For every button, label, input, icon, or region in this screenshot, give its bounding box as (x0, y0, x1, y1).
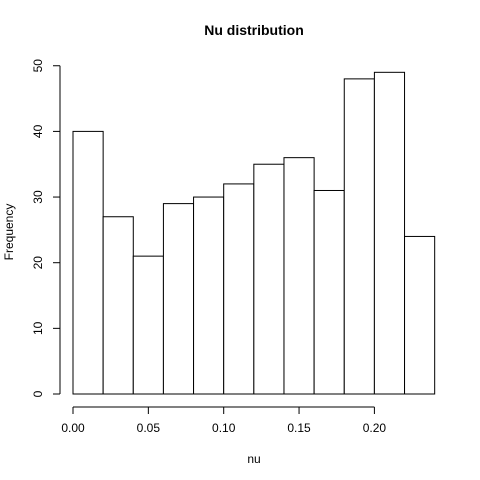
x-tick-label: 0.15 (287, 421, 311, 435)
x-tick-label: 0.00 (61, 421, 85, 435)
chart-title: Nu distribution (204, 22, 304, 38)
x-axis-label: nu (247, 452, 260, 466)
x-tick-label: 0.20 (363, 421, 387, 435)
y-axis: 0 10 20 30 40 50 (31, 59, 61, 397)
histogram-bar (343, 78, 375, 395)
histogram-bar (313, 189, 345, 395)
y-tick-label: 20 (31, 256, 45, 270)
y-tick-label: 30 (31, 190, 45, 204)
y-tick-label: 40 (31, 124, 45, 138)
x-axis: 0.00 0.05 0.10 0.15 0.20 (61, 406, 387, 435)
x-tick-label: 0.10 (212, 421, 236, 435)
y-tick-label: 10 (31, 321, 45, 335)
bars-group (72, 71, 436, 395)
histogram-bar (132, 255, 164, 395)
histogram-bar (253, 163, 285, 395)
histogram-bar (102, 216, 134, 395)
histogram-bar (283, 157, 315, 395)
histogram-bar (373, 71, 406, 395)
y-tick-label: 0 (31, 390, 45, 397)
x-tick-label: 0.05 (137, 421, 161, 435)
histogram-bar (193, 196, 225, 395)
histogram-bar (162, 203, 195, 395)
histogram-bar (404, 235, 436, 395)
histogram-bar (223, 183, 255, 395)
y-tick-label: 50 (31, 59, 45, 73)
histogram-bar (72, 130, 104, 395)
y-axis-label: Frequency (2, 204, 16, 261)
